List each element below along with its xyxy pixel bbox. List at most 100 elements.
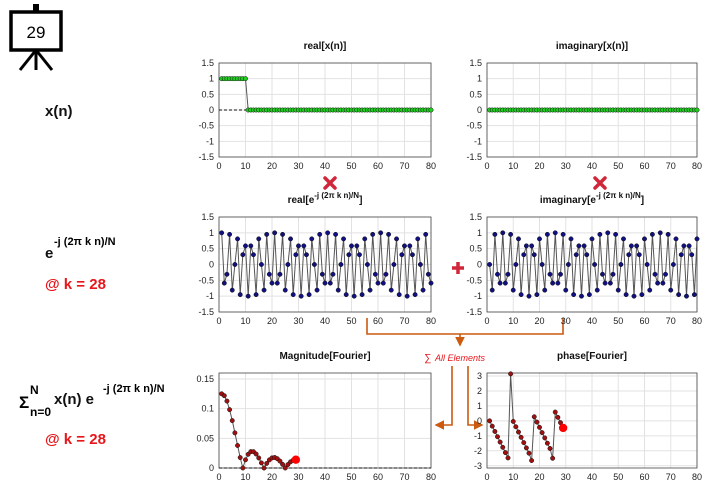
connectors bbox=[366, 318, 564, 430]
marker bbox=[552, 230, 558, 236]
marker bbox=[550, 455, 556, 461]
x-tick-label: 20 bbox=[267, 161, 277, 171]
marker bbox=[571, 292, 577, 298]
marker bbox=[492, 231, 498, 237]
marker bbox=[565, 262, 571, 267]
x-tick-label: 50 bbox=[346, 316, 356, 326]
y-tick-label: -1 bbox=[474, 136, 482, 146]
x-tick-label: 20 bbox=[267, 316, 277, 326]
marker bbox=[518, 434, 524, 440]
marker bbox=[502, 280, 508, 286]
y-tick-label: -0.5 bbox=[198, 275, 214, 285]
y-tick-label: 0 bbox=[477, 105, 482, 115]
marker bbox=[304, 252, 309, 258]
marker bbox=[634, 243, 640, 249]
marker bbox=[602, 280, 608, 286]
x-tick-label: 20 bbox=[267, 472, 277, 482]
slide-number: 29 bbox=[27, 23, 46, 42]
marker bbox=[237, 455, 243, 460]
marker bbox=[547, 446, 553, 451]
y-tick-label: 0 bbox=[209, 105, 214, 115]
marker bbox=[652, 271, 658, 277]
x-tick-label: 80 bbox=[692, 316, 702, 326]
marker bbox=[258, 460, 264, 466]
y-tick-label: -1 bbox=[474, 431, 482, 441]
marker bbox=[354, 243, 360, 249]
marker bbox=[497, 439, 503, 445]
marker bbox=[563, 287, 569, 293]
marker bbox=[529, 243, 535, 249]
sum-sup: -j (2π k n)/N bbox=[103, 383, 165, 395]
chart-title-part: ] bbox=[359, 195, 362, 206]
marker bbox=[280, 231, 286, 237]
marker bbox=[495, 434, 500, 440]
marker bbox=[399, 252, 405, 258]
marker bbox=[412, 292, 418, 298]
marker bbox=[391, 262, 397, 267]
marker bbox=[513, 262, 519, 267]
y-tick-label: -0.5 bbox=[466, 121, 482, 131]
marker bbox=[495, 271, 500, 277]
x-tick-label: 60 bbox=[639, 472, 649, 482]
x-tick-label: 0 bbox=[484, 472, 489, 482]
marker bbox=[261, 287, 267, 293]
y-tick-label: 1 bbox=[477, 228, 482, 238]
y-tick-label: 1 bbox=[209, 74, 214, 84]
marker bbox=[537, 236, 542, 242]
y-tick-label: -1 bbox=[474, 291, 482, 301]
marker bbox=[676, 292, 682, 298]
y-tick-label: 1.5 bbox=[469, 212, 482, 222]
marker bbox=[227, 407, 233, 413]
chart-title: imaginary[e-j (2π k n)/N] bbox=[540, 191, 644, 206]
slide-icon: 29 bbox=[9, 4, 63, 71]
x-tick-label: 30 bbox=[293, 161, 303, 171]
sum-lower: n=0 bbox=[30, 405, 51, 419]
marker bbox=[235, 236, 241, 242]
marker bbox=[349, 243, 354, 249]
x-tick-label: 10 bbox=[508, 161, 518, 171]
y-tick-label: -0.5 bbox=[466, 275, 482, 285]
sum-label: All Elements bbox=[434, 353, 486, 363]
marker bbox=[518, 292, 524, 298]
marker bbox=[668, 287, 674, 293]
marker bbox=[489, 423, 495, 429]
marker bbox=[306, 292, 312, 298]
marker bbox=[531, 414, 537, 420]
marker bbox=[605, 230, 611, 236]
y-tick-label: 3 bbox=[477, 371, 482, 381]
marker bbox=[237, 292, 243, 298]
y-tick-label: -1.5 bbox=[198, 152, 214, 162]
marker bbox=[681, 243, 687, 249]
x-tick-label: 60 bbox=[373, 161, 383, 171]
x-tick-label: 80 bbox=[692, 472, 702, 482]
y-tick-label: -2 bbox=[474, 446, 482, 456]
plus-icon bbox=[452, 262, 464, 274]
icon-leg bbox=[34, 49, 54, 71]
marker bbox=[219, 230, 225, 236]
marker bbox=[229, 287, 235, 293]
y-tick-label: 0.5 bbox=[201, 89, 214, 99]
marker bbox=[428, 107, 434, 113]
marker bbox=[547, 271, 553, 277]
marker bbox=[383, 271, 389, 277]
x-tick-label: 40 bbox=[587, 316, 597, 326]
axes-box bbox=[486, 216, 698, 313]
marker bbox=[513, 424, 519, 430]
marker bbox=[229, 418, 235, 424]
x-tick-label: 50 bbox=[613, 316, 623, 326]
y-tick-label: 1 bbox=[477, 401, 482, 411]
marker bbox=[560, 231, 566, 237]
marker bbox=[282, 465, 288, 471]
marker bbox=[243, 243, 248, 249]
marker bbox=[280, 461, 286, 467]
marker bbox=[597, 231, 603, 237]
y-tick-label: 1 bbox=[209, 228, 214, 238]
y-tick-label: 0.5 bbox=[469, 89, 482, 99]
marker bbox=[221, 393, 227, 399]
marker bbox=[417, 262, 423, 267]
marker bbox=[301, 243, 307, 249]
chart-title-part: imaginary[x(n)] bbox=[556, 41, 628, 52]
marker bbox=[221, 280, 227, 286]
marker bbox=[621, 236, 626, 242]
